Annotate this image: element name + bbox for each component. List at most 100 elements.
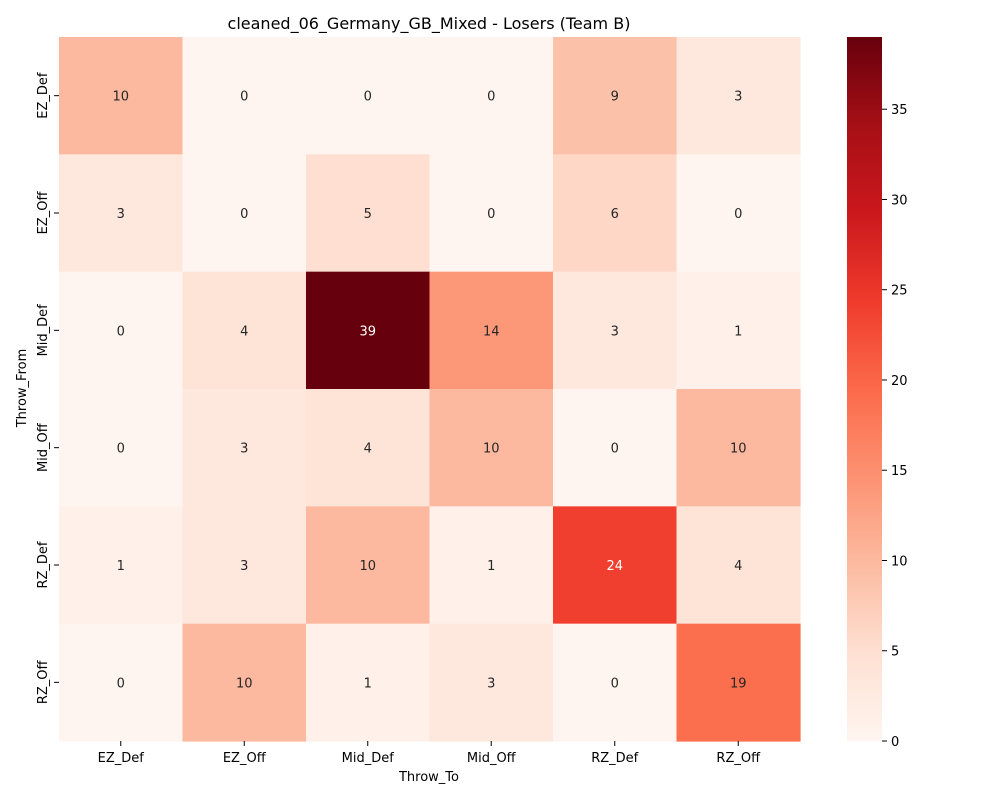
heatmap-cell: [306, 506, 431, 625]
cell-value-label: 4: [734, 559, 742, 574]
cell-value-label: 14: [483, 324, 500, 339]
y-axis-ticks: EZ_Def EZ_Off Mid_Def Mid_Off RZ_Def RZ_Off: [36, 72, 59, 704]
colorbar-tick-label: 20: [891, 374, 908, 389]
heatmap-cell: [553, 271, 678, 390]
heatmap-cell: [306, 154, 431, 273]
y-axis-label: Throw_From: [15, 349, 30, 429]
heatmap-cell: [306, 271, 431, 390]
cell-value-label: 4: [364, 442, 372, 457]
x-tick-label: Mid_Off: [467, 751, 517, 766]
cell-value-label: 5: [364, 207, 372, 222]
colorbar-tick-label: 30: [891, 193, 908, 208]
cell-value-label: 3: [611, 324, 619, 339]
cell-value-label: 0: [487, 207, 495, 222]
cell-value-label: 0: [240, 207, 248, 222]
cell-value-label: 1: [734, 324, 742, 339]
cell-value-label: 4: [240, 324, 248, 339]
cell-value-label: 1: [117, 559, 125, 574]
cell-value-label: 0: [611, 442, 619, 457]
y-tick-label: Mid_Off: [36, 422, 51, 472]
cell-value-label: 10: [730, 442, 747, 457]
heatmap-cell: [59, 623, 184, 742]
y-tick-label: Mid_Def: [36, 304, 51, 357]
heatmap-cell: [182, 623, 307, 742]
cell-value-label: 3: [117, 207, 125, 222]
y-tick-label: RZ_Off: [36, 659, 51, 704]
x-tick-label: RZ_Def: [591, 751, 638, 766]
cell-value-label: 10: [236, 676, 253, 691]
heatmap-cell: [429, 623, 554, 742]
heatmap-cell: [59, 271, 184, 390]
cell-value-label: 0: [117, 324, 125, 339]
cell-value-label: 0: [240, 90, 248, 105]
cell-value-label: 10: [359, 559, 376, 574]
cell-value-label: 1: [487, 559, 495, 574]
heatmap-cell: [553, 37, 678, 155]
heatmap-cells: 10 0 0 0 9 33 0 5 0 6 00 4 39 14 3 10 3 4 10 0 101 3 10 1 24 40 10…: [59, 37, 801, 742]
heatmap-cell: [553, 154, 678, 273]
heatmap-cell: [553, 389, 678, 507]
heatmap-cell: [182, 154, 307, 273]
cell-value-label: 0: [117, 676, 125, 691]
heatmap-cell: [59, 506, 184, 625]
x-tick-label: EZ_Def: [98, 751, 145, 766]
chart-title: cleaned_06_Germany_GB_Mixed - Losers (Te…: [228, 14, 631, 34]
heatmap-cell: [182, 506, 307, 625]
cell-value-label: 0: [734, 207, 742, 222]
colorbar-gradient: [847, 37, 882, 741]
colorbar-tick-label: 10: [891, 554, 908, 569]
cell-value-label: 39: [359, 324, 376, 339]
heatmap-cell: [429, 37, 554, 155]
cell-value-label: 3: [240, 559, 248, 574]
cell-value-label: 9: [611, 90, 619, 105]
cell-value-label: 0: [611, 676, 619, 691]
heatmap-cell: [182, 271, 307, 390]
heatmap-cell: [306, 389, 431, 507]
colorbar-tick-label: 35: [891, 103, 908, 118]
colorbar: 0 5 10 15 20 25 30 35: [847, 37, 908, 750]
colorbar-tick-label: 15: [891, 464, 908, 479]
cell-value-label: 10: [483, 442, 500, 457]
colorbar-tick-label: 0: [891, 735, 899, 750]
cell-value-label: 10: [112, 90, 129, 105]
heatmap-cell: [676, 623, 801, 742]
cell-value-label: 19: [730, 676, 747, 691]
heatmap-cell: [553, 506, 678, 625]
cell-value-label: 0: [117, 442, 125, 457]
x-tick-label: RZ_Off: [716, 751, 761, 766]
heatmap-cell: [553, 623, 678, 742]
x-axis-label: Throw_To: [398, 770, 459, 785]
cell-value-label: 3: [734, 90, 742, 105]
cell-value-label: 0: [487, 90, 495, 105]
heatmap-cell: [429, 506, 554, 625]
heatmap-cell: [429, 389, 554, 507]
heatmap-cell: [59, 389, 184, 507]
cell-value-label: 24: [606, 559, 623, 574]
heatmap-cell: [429, 271, 554, 390]
heatmap-cell: [182, 37, 307, 155]
heatmap-cell: [182, 389, 307, 507]
cell-value-label: 1: [364, 676, 372, 691]
heatmap-cell: [676, 506, 801, 625]
heatmap-cell: [429, 154, 554, 273]
colorbar-tick-label: 5: [891, 645, 899, 660]
cell-value-label: 0: [364, 90, 372, 105]
y-tick-label: EZ_Def: [36, 72, 51, 119]
y-tick-label: RZ_Def: [36, 541, 51, 588]
heatmap-cell: [676, 389, 801, 507]
y-tick-label: EZ_Off: [36, 191, 51, 235]
heatmap-cell: [59, 154, 184, 273]
x-axis-ticks: EZ_Def EZ_Off Mid_Def Mid_Off RZ_Def RZ_Off: [98, 741, 761, 766]
heatmap-cell: [306, 623, 431, 742]
colorbar-tick-label: 25: [891, 284, 908, 299]
cell-value-label: 6: [611, 207, 619, 222]
cell-value-label: 3: [240, 442, 248, 457]
heatmap-cell: [59, 37, 184, 155]
heatmap-cell: [676, 271, 801, 390]
heatmap-cell: [676, 37, 801, 155]
x-tick-label: EZ_Off: [223, 751, 267, 766]
cell-value-label: 3: [487, 676, 495, 691]
x-tick-label: Mid_Def: [342, 751, 395, 766]
